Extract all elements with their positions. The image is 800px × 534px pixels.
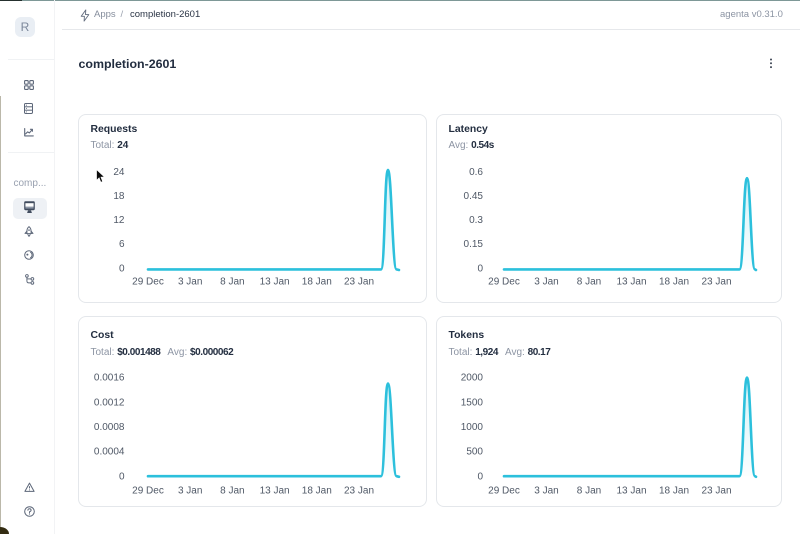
svg-text:8 Jan: 8 Jan bbox=[220, 485, 244, 496]
svg-text:23 Jan: 23 Jan bbox=[344, 276, 374, 287]
svg-text:18 Jan: 18 Jan bbox=[302, 276, 332, 287]
svg-text:0.0004: 0.0004 bbox=[94, 446, 125, 457]
svg-text:3 Jan: 3 Jan bbox=[178, 485, 202, 496]
svg-text:0: 0 bbox=[119, 263, 125, 274]
svg-text:8 Jan: 8 Jan bbox=[577, 276, 601, 287]
svg-text:500: 500 bbox=[466, 446, 483, 457]
svg-text:0: 0 bbox=[477, 263, 483, 274]
svg-text:12: 12 bbox=[113, 215, 125, 226]
svg-text:13 Jan: 13 Jan bbox=[616, 276, 646, 287]
svg-text:13 Jan: 13 Jan bbox=[260, 485, 290, 496]
svg-text:18 Jan: 18 Jan bbox=[659, 276, 689, 287]
svg-text:0: 0 bbox=[477, 471, 483, 482]
svg-text:18: 18 bbox=[113, 191, 125, 202]
svg-text:8 Jan: 8 Jan bbox=[220, 276, 244, 287]
svg-text:3 Jan: 3 Jan bbox=[178, 276, 202, 287]
svg-text:23 Jan: 23 Jan bbox=[701, 485, 731, 496]
svg-text:18 Jan: 18 Jan bbox=[659, 485, 689, 496]
svg-text:0.6: 0.6 bbox=[469, 167, 483, 178]
svg-text:29 Dec: 29 Dec bbox=[132, 276, 164, 287]
svg-text:18 Jan: 18 Jan bbox=[302, 485, 332, 496]
svg-text:23 Jan: 23 Jan bbox=[701, 276, 731, 287]
svg-text:13 Jan: 13 Jan bbox=[260, 276, 290, 287]
svg-text:0.3: 0.3 bbox=[469, 215, 483, 226]
svg-text:6: 6 bbox=[119, 239, 125, 250]
svg-text:29 Dec: 29 Dec bbox=[132, 485, 164, 496]
svg-text:24: 24 bbox=[113, 167, 125, 178]
svg-text:1500: 1500 bbox=[461, 397, 484, 408]
svg-text:0.45: 0.45 bbox=[464, 191, 484, 202]
svg-text:23 Jan: 23 Jan bbox=[344, 485, 374, 496]
svg-text:0.15: 0.15 bbox=[464, 239, 484, 250]
svg-text:3 Jan: 3 Jan bbox=[534, 485, 558, 496]
svg-text:2000: 2000 bbox=[461, 372, 484, 383]
svg-text:1000: 1000 bbox=[461, 422, 484, 433]
svg-text:13 Jan: 13 Jan bbox=[616, 485, 646, 496]
svg-text:0.0016: 0.0016 bbox=[94, 372, 125, 383]
svg-text:29 Dec: 29 Dec bbox=[488, 485, 520, 496]
svg-text:3 Jan: 3 Jan bbox=[534, 276, 558, 287]
svg-text:0.0012: 0.0012 bbox=[94, 397, 125, 408]
svg-text:29 Dec: 29 Dec bbox=[488, 276, 520, 287]
svg-text:0: 0 bbox=[119, 471, 125, 482]
svg-text:0.0008: 0.0008 bbox=[94, 422, 125, 433]
svg-text:8 Jan: 8 Jan bbox=[577, 485, 601, 496]
